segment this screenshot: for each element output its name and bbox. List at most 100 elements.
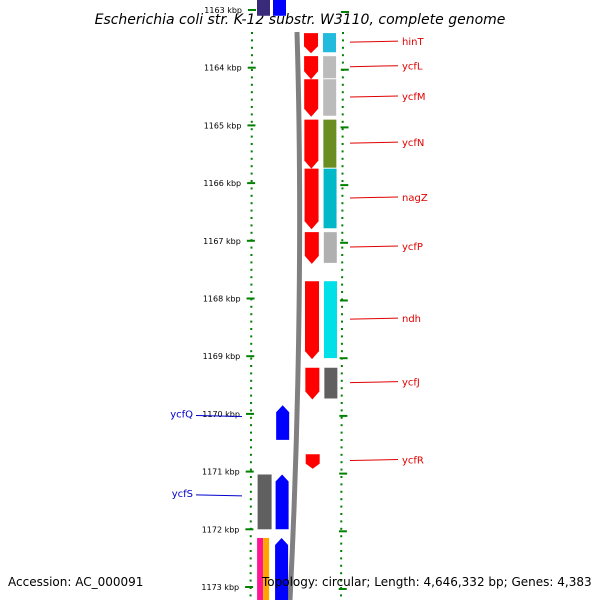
tick-dot [341, 254, 344, 256]
tick-dot [340, 557, 343, 560]
tick-dot [340, 535, 343, 538]
tick-dot [250, 379, 253, 382]
tick-dot [341, 113, 344, 116]
tick-dot [340, 490, 343, 493]
cog-color-bar [257, 474, 272, 530]
tick-dot [340, 572, 343, 575]
tick-dot [341, 76, 344, 79]
tick-dot [341, 261, 344, 264]
tick-dot [341, 150, 344, 153]
tick-dot [340, 461, 343, 464]
kbp-label: 1165 kbp [204, 121, 242, 130]
cog-color-bar [323, 79, 337, 116]
cog-color-bar [323, 56, 337, 79]
tick-dot [340, 476, 343, 478]
tick-dot [340, 579, 343, 582]
tick-dot [250, 372, 253, 375]
tick-dot [249, 490, 252, 493]
tick-dot [341, 46, 344, 49]
tick-dot [249, 476, 252, 478]
tick-dot [340, 424, 343, 427]
tick-dot [250, 113, 253, 116]
kbp-label: 1163 kbp [204, 6, 242, 15]
cog-color-bar [324, 281, 338, 359]
tick-dot [341, 239, 344, 242]
tick-dot [340, 542, 343, 545]
tick-dot [250, 431, 253, 434]
forward-gene-arrow [305, 367, 320, 400]
tick-dot [341, 231, 344, 234]
forward-strand-genes [304, 33, 338, 469]
tick-dot [250, 305, 253, 308]
kbp-label: 1170 kbp [202, 410, 240, 419]
tick-dot [250, 202, 253, 205]
tick-dot [340, 439, 343, 441]
gene-label: ndh [402, 314, 421, 325]
tick-dot [249, 535, 252, 538]
cog-color-bar [263, 537, 270, 600]
tick-dot [249, 513, 252, 515]
tick-dot [340, 498, 343, 501]
tick-dot [250, 128, 253, 131]
tick-dot [250, 342, 253, 345]
tick-dot [250, 120, 253, 123]
gene-label: nagZ [402, 193, 428, 204]
tick-dot [249, 461, 252, 464]
tick-dot [341, 283, 344, 286]
map-title: Escherichia coli str. K-12 substr. W3110… [95, 12, 506, 28]
tick-dot [340, 372, 343, 375]
tick-dot [341, 172, 344, 175]
tick-dot [340, 416, 343, 419]
tick-dot [249, 594, 252, 597]
tick-dot [340, 365, 343, 367]
gene-leader-line [349, 65, 399, 68]
reverse-gene-arrow [273, 0, 286, 16]
gene-label: ycfS [172, 489, 193, 500]
gene-leader-line [195, 494, 243, 497]
tick-dot [340, 453, 343, 456]
tick-dot [250, 387, 253, 390]
tick-dot [249, 446, 252, 449]
tick-dot [250, 91, 253, 94]
tick-dot [249, 520, 252, 523]
tick-dot [340, 513, 343, 515]
kbp-axis: 1163 kbp 1164 kbp 1165 kbp 1166 kbp 1167 kbp… [201, 6, 349, 592]
tick-dot [250, 291, 253, 293]
cog-color-bar [323, 168, 337, 229]
gene-leader-line [349, 196, 399, 199]
tick-dot [341, 217, 344, 219]
reverse-gene-arrow [275, 474, 289, 530]
tick-dot [249, 483, 252, 486]
reverse-gene-arrow [276, 405, 290, 440]
cog-color-bar [257, 537, 264, 600]
tick-dot [342, 32, 344, 34]
tick-dot [250, 409, 253, 412]
gene-label: ycfQ [170, 410, 193, 421]
tick-dot [250, 394, 253, 397]
tick-dot [341, 135, 344, 138]
tick-dot [340, 527, 343, 530]
tick-dot [249, 453, 252, 456]
tick-dot [250, 54, 253, 57]
tick-dot [340, 468, 343, 471]
tick-dot [250, 143, 253, 145]
tick-dot [340, 387, 343, 390]
tick-dot [250, 231, 253, 234]
tick-dot [250, 357, 253, 360]
gene-leader-line [349, 381, 399, 384]
cog-color-bar [257, 0, 270, 16]
tick-dot [250, 283, 253, 286]
tick-dot [250, 135, 253, 138]
tick-dot [250, 350, 253, 353]
tick-dot [340, 328, 343, 330]
tick-dot [341, 246, 344, 249]
tick-dot [341, 157, 344, 160]
tick-dot [251, 32, 253, 34]
tick-dot [341, 143, 344, 145]
kbp-label: 1173 kbp [201, 583, 239, 592]
tick-dot [341, 224, 344, 227]
tick-dot [250, 254, 253, 256]
gene-label: ycfJ [402, 378, 420, 389]
tick-dot [250, 194, 253, 197]
tick-dot [249, 505, 252, 508]
